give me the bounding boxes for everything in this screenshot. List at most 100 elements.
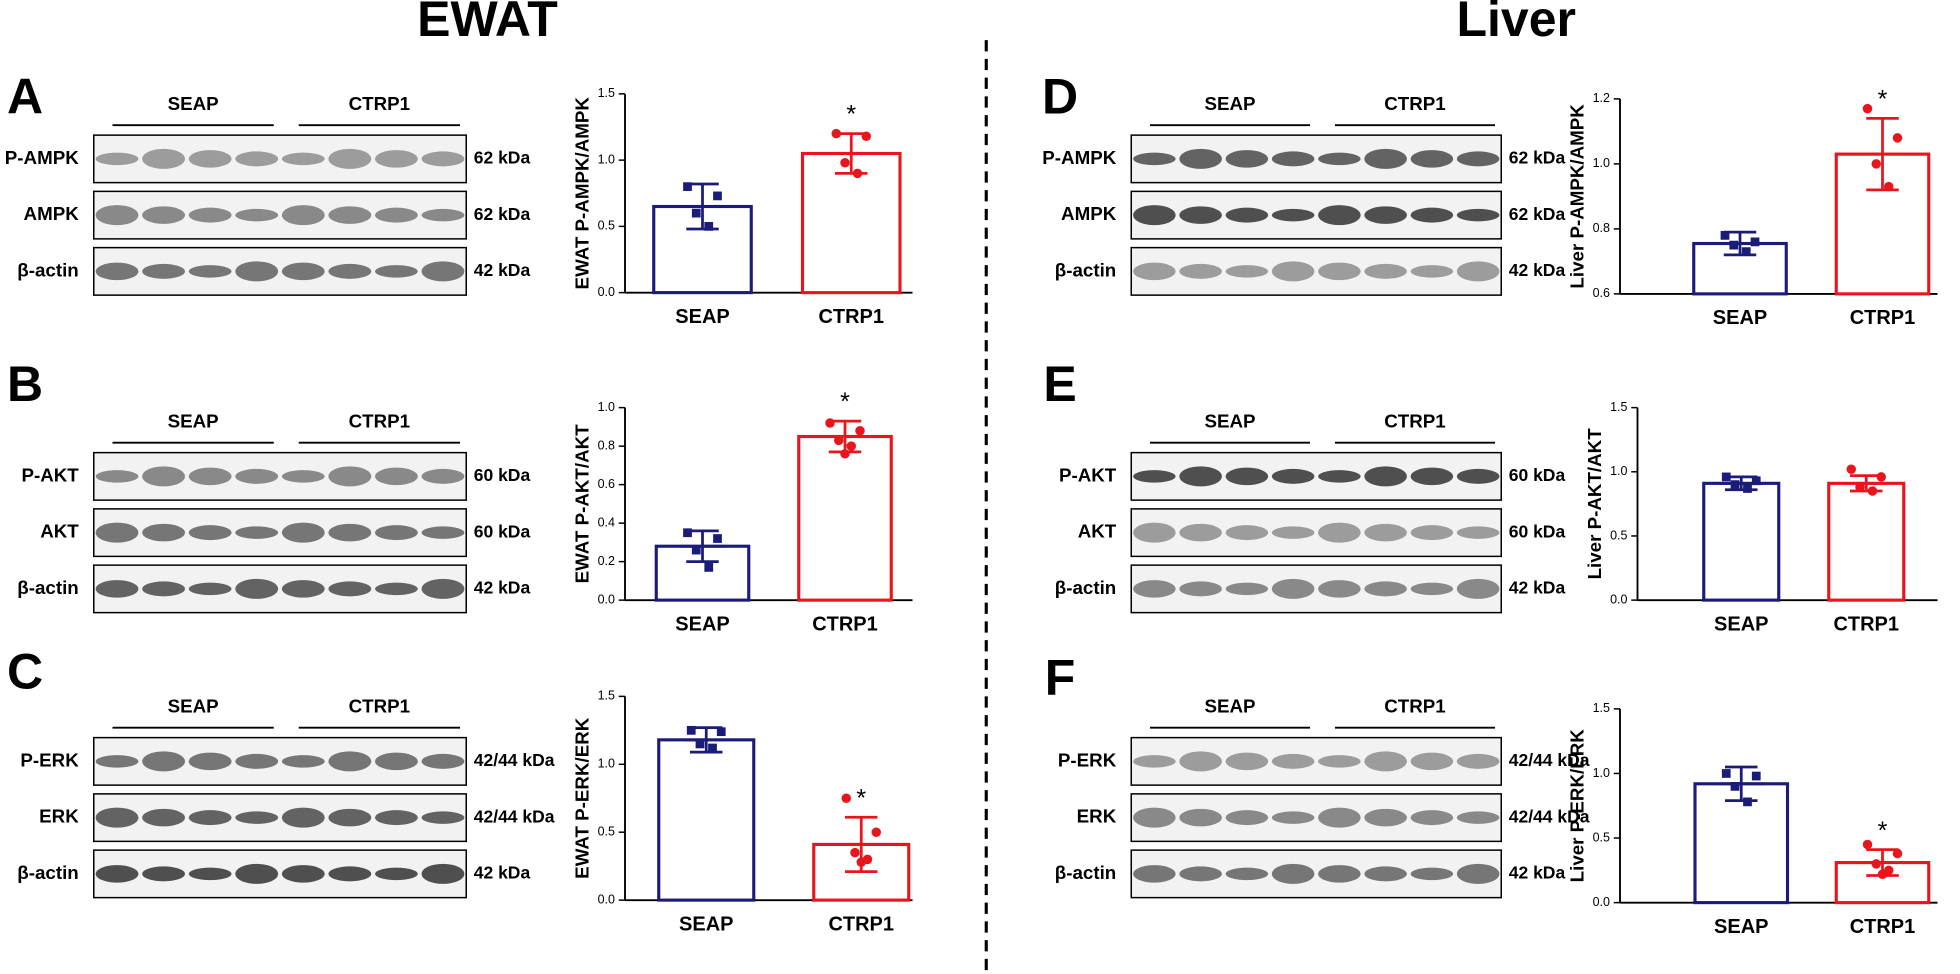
band [1364, 523, 1407, 542]
data-point [1751, 476, 1761, 486]
error-bar [1718, 765, 1764, 802]
band [281, 807, 325, 828]
x-tick-label: SEAP [1713, 307, 1767, 329]
band [1179, 751, 1222, 772]
band [328, 581, 372, 597]
panel-letter: E [1043, 356, 1076, 412]
band [1225, 265, 1269, 278]
band [1133, 152, 1176, 166]
x-tick-label: CTRP1 [1850, 307, 1916, 329]
data-point [1721, 472, 1731, 482]
data-point [704, 563, 714, 572]
band [1364, 263, 1407, 279]
blot-size: 42 kDa [474, 863, 531, 883]
data-point [856, 857, 866, 867]
band [328, 751, 372, 772]
bar [657, 738, 756, 902]
blot-label: AKT [1078, 521, 1117, 542]
data-point [1730, 782, 1740, 791]
band [235, 151, 279, 167]
blot-size: 42 kDa [1509, 863, 1566, 883]
band [1364, 206, 1407, 224]
y-tick-label: 0.0 [1593, 895, 1610, 909]
blot-size: 42/44 kDa [1509, 806, 1590, 826]
band [1456, 208, 1500, 222]
band [1410, 525, 1454, 541]
band [235, 863, 279, 884]
band [1133, 580, 1176, 598]
data-point [834, 435, 844, 446]
x-tick-label: CTRP1 [1833, 613, 1899, 635]
data-point [831, 128, 841, 139]
blot [93, 134, 467, 184]
blot-size: 42 kDa [1509, 578, 1566, 598]
x-tick-label: SEAP [675, 306, 729, 328]
band [95, 522, 139, 543]
data-point [713, 191, 722, 201]
band [374, 752, 418, 771]
data-point [825, 418, 835, 428]
x-tick-label: CTRP1 [812, 613, 878, 635]
y-tick-label: 1.0 [598, 400, 615, 414]
y-tick-label: 1.0 [598, 152, 615, 166]
band [1133, 262, 1176, 281]
band [421, 468, 465, 484]
blot-label: P-AMPK [1042, 147, 1116, 168]
data-point [708, 743, 717, 753]
blot-label: β-actin [1055, 862, 1116, 883]
band [235, 578, 279, 599]
significance: * [846, 101, 856, 129]
band [95, 807, 139, 828]
data-point [713, 534, 722, 543]
error-bar [1843, 474, 1889, 493]
y-tick-label: 0.0 [1610, 592, 1627, 606]
band [374, 867, 418, 881]
band [374, 810, 418, 826]
band [188, 150, 232, 168]
band [328, 866, 372, 882]
blot-label: AMPK [24, 203, 80, 224]
band [328, 206, 372, 224]
data-point [1729, 240, 1739, 250]
band [1456, 863, 1500, 884]
y-tick-label: 1.2 [1593, 91, 1610, 105]
group-label: SEAP [168, 696, 219, 717]
blot-label: β-actin [1055, 259, 1116, 280]
y-tick-label: 0.2 [598, 554, 615, 568]
data-point [1862, 839, 1873, 850]
y-tick-label: 1.5 [598, 86, 615, 100]
band [1410, 150, 1454, 168]
blot-label: P-AMPK [5, 147, 79, 168]
error-bar [680, 529, 725, 563]
data-point [1871, 859, 1881, 869]
blot-label: ERK [1077, 806, 1117, 827]
data-point [683, 182, 692, 191]
band [1225, 150, 1269, 168]
band [95, 152, 139, 166]
blot-size: 42/44 kDa [1509, 750, 1590, 770]
band [1410, 265, 1454, 278]
x-tick-label: SEAP [1714, 916, 1768, 938]
data-point [1721, 769, 1731, 778]
band [421, 151, 465, 167]
data-point [871, 827, 881, 837]
bar [1827, 481, 1906, 602]
band [1271, 863, 1315, 884]
error-bar [828, 132, 874, 175]
blot-size: 42 kDa [474, 260, 531, 280]
band [1271, 753, 1315, 769]
band [1318, 865, 1361, 883]
band [95, 262, 139, 281]
band [1456, 261, 1500, 282]
blot-size: 42 kDa [474, 578, 531, 598]
data-point [840, 158, 850, 168]
band [421, 863, 465, 884]
y-tick-label: 0.0 [598, 892, 615, 906]
y-tick-label: 1.5 [1610, 400, 1627, 414]
blot [1130, 736, 1502, 786]
group-label: CTRP1 [1384, 411, 1445, 432]
y-tick-label: 1.0 [1593, 156, 1610, 170]
y-tick-label: 0.6 [598, 477, 615, 491]
blot [1130, 246, 1502, 296]
band [328, 808, 372, 827]
